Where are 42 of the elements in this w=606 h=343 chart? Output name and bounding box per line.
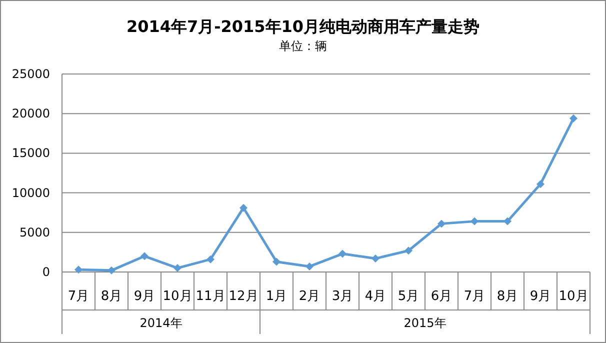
x-tick-label: 1月 (266, 289, 288, 304)
x-tick-label: 4月 (364, 289, 386, 304)
point (206, 255, 214, 264)
x-tick-label: 6月 (430, 289, 452, 304)
point (240, 204, 248, 212)
point (174, 264, 182, 272)
point (74, 266, 82, 274)
x-tick-label: 7月 (464, 289, 486, 304)
y-tick-label: 15000 (12, 146, 50, 160)
y-tick-label: 0 (42, 265, 50, 279)
y-tick-label: 25000 (12, 67, 50, 81)
x-tick-label: 5月 (398, 289, 420, 304)
text: 2015年 (404, 316, 446, 330)
x-tick-label: 8月 (496, 289, 518, 304)
x-tick-label: 10月 (162, 289, 192, 304)
x-tick-label: 8月 (100, 289, 122, 304)
point (338, 250, 346, 258)
point (306, 262, 314, 270)
x-tick-label: 10月 (558, 289, 588, 304)
x-tick-label: 11月 (196, 289, 226, 304)
y-tick-label: 20000 (12, 106, 50, 121)
point (536, 180, 544, 188)
x-tick-label: 12月 (228, 289, 258, 304)
point (504, 217, 512, 226)
x-tick-label: 2月 (298, 289, 320, 304)
point (404, 246, 412, 255)
y-tick-label: 10000 (12, 186, 50, 200)
chart-title: 2014年7月-2015年10月纯电动商用车产量走势 (126, 17, 480, 36)
point (438, 220, 446, 228)
point (108, 266, 116, 274)
point (272, 258, 280, 266)
chart-subtitle: 单位：辆 (279, 39, 327, 53)
point (470, 217, 478, 226)
point (140, 252, 148, 260)
x-tick-label: 9月 (530, 289, 552, 304)
point (570, 114, 578, 122)
x-tick-label: 7月 (68, 289, 90, 304)
x-tick-label: 9月 (134, 289, 156, 304)
y-tick-label: 5000 (19, 225, 50, 240)
point (372, 254, 380, 263)
x-tick-label: 3月 (332, 289, 354, 304)
text: 2014年 (140, 316, 182, 330)
